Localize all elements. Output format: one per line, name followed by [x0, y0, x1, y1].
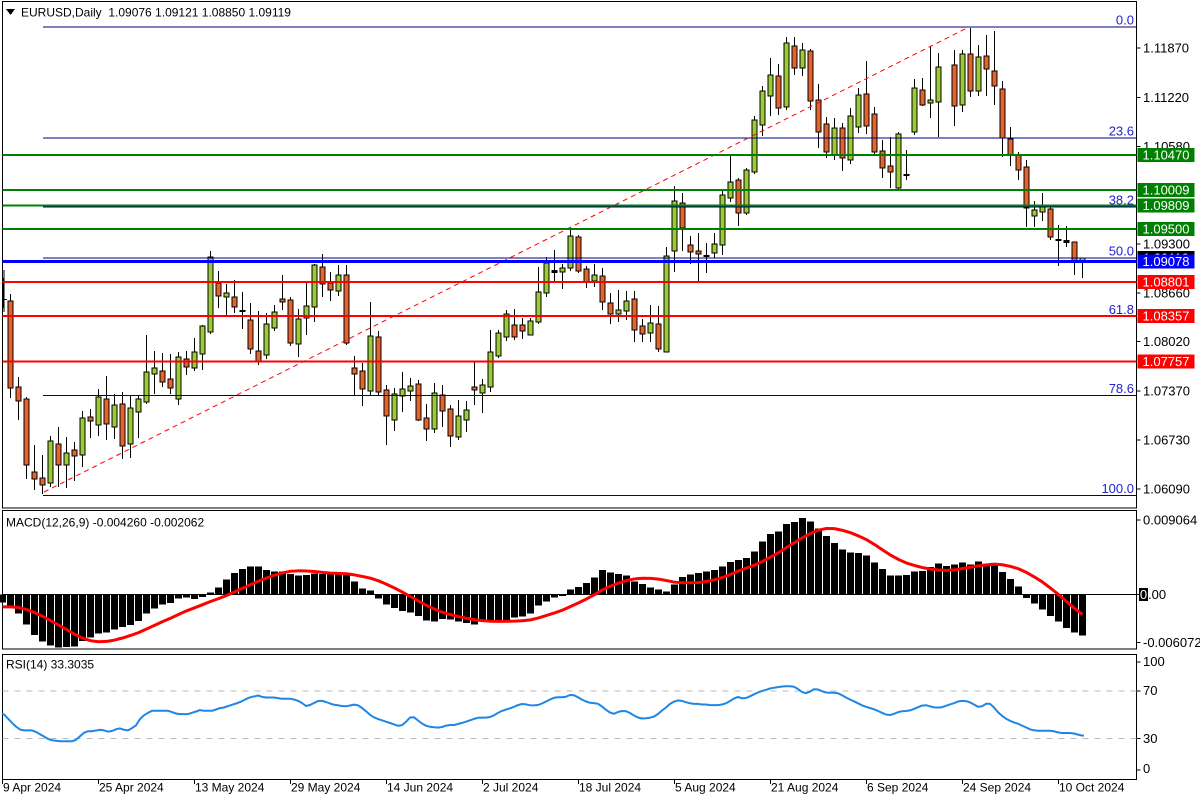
svg-text:50.0: 50.0 — [1109, 244, 1134, 259]
svg-text:14 Jun 2024: 14 Jun 2024 — [387, 781, 453, 795]
svg-text:21 Aug 2024: 21 Aug 2024 — [771, 781, 839, 795]
svg-text:.00: .00 — [1148, 587, 1166, 602]
svg-text:61.8: 61.8 — [1109, 302, 1134, 317]
svg-text:1.06090: 1.06090 — [1143, 481, 1190, 496]
svg-text:1.06730: 1.06730 — [1143, 433, 1190, 448]
svg-text:1.08020: 1.08020 — [1143, 334, 1190, 349]
svg-text:18 Jul 2024: 18 Jul 2024 — [579, 781, 641, 795]
svg-text:9 Apr 2024: 9 Apr 2024 — [3, 781, 61, 795]
svg-text:100.0: 100.0 — [1101, 481, 1134, 496]
svg-text:1.10009: 1.10009 — [1143, 183, 1190, 198]
svg-text:1.09300: 1.09300 — [1143, 237, 1190, 252]
svg-text:0.009064: 0.009064 — [1143, 512, 1197, 527]
svg-text:29 May 2024: 29 May 2024 — [291, 781, 361, 795]
svg-text:RSI(14) 33.3035: RSI(14) 33.3035 — [6, 658, 94, 672]
svg-text:1.09078: 1.09078 — [1143, 254, 1190, 269]
svg-text:1.10470: 1.10470 — [1143, 148, 1190, 163]
svg-text:13 May 2024: 13 May 2024 — [195, 781, 265, 795]
svg-text:1.11870: 1.11870 — [1143, 41, 1189, 56]
svg-text:23.6: 23.6 — [1109, 124, 1134, 139]
svg-text:0: 0 — [1140, 587, 1147, 602]
svg-text:30: 30 — [1143, 731, 1157, 746]
svg-text:0.0: 0.0 — [1116, 13, 1134, 28]
svg-text:70: 70 — [1143, 683, 1157, 698]
svg-text:1.11220: 1.11220 — [1143, 90, 1189, 105]
svg-text:5 Aug 2024: 5 Aug 2024 — [675, 781, 736, 795]
svg-text:EURUSD,Daily 1.09076 1.09121: EURUSD,Daily 1.09076 1.09121 1.08850 1.0… — [21, 6, 291, 20]
svg-text:24 Sep 2024: 24 Sep 2024 — [963, 781, 1031, 795]
svg-text:1.08660: 1.08660 — [1143, 285, 1190, 300]
svg-text:78.6: 78.6 — [1109, 381, 1134, 396]
svg-text:1.09500: 1.09500 — [1143, 221, 1190, 236]
svg-text:-0.006072: -0.006072 — [1143, 635, 1200, 650]
svg-text:0: 0 — [1143, 761, 1150, 776]
svg-text:1.08357: 1.08357 — [1143, 309, 1190, 324]
svg-text:38.2: 38.2 — [1109, 193, 1134, 208]
svg-text:2 Jul 2024: 2 Jul 2024 — [483, 781, 539, 795]
svg-text:1.08801: 1.08801 — [1143, 275, 1190, 290]
svg-text:25 Apr 2024: 25 Apr 2024 — [99, 781, 164, 795]
svg-text:10 Oct 2024: 10 Oct 2024 — [1059, 781, 1125, 795]
svg-text:1.07370: 1.07370 — [1143, 384, 1190, 399]
svg-text:1.09809: 1.09809 — [1143, 198, 1190, 213]
svg-text:MACD(12,26,9) -0.004260 -0.002: MACD(12,26,9) -0.004260 -0.002062 — [6, 516, 204, 530]
svg-text:100: 100 — [1143, 654, 1165, 669]
svg-text:6 Sep 2024: 6 Sep 2024 — [867, 781, 929, 795]
svg-text:1.07757: 1.07757 — [1143, 354, 1190, 369]
